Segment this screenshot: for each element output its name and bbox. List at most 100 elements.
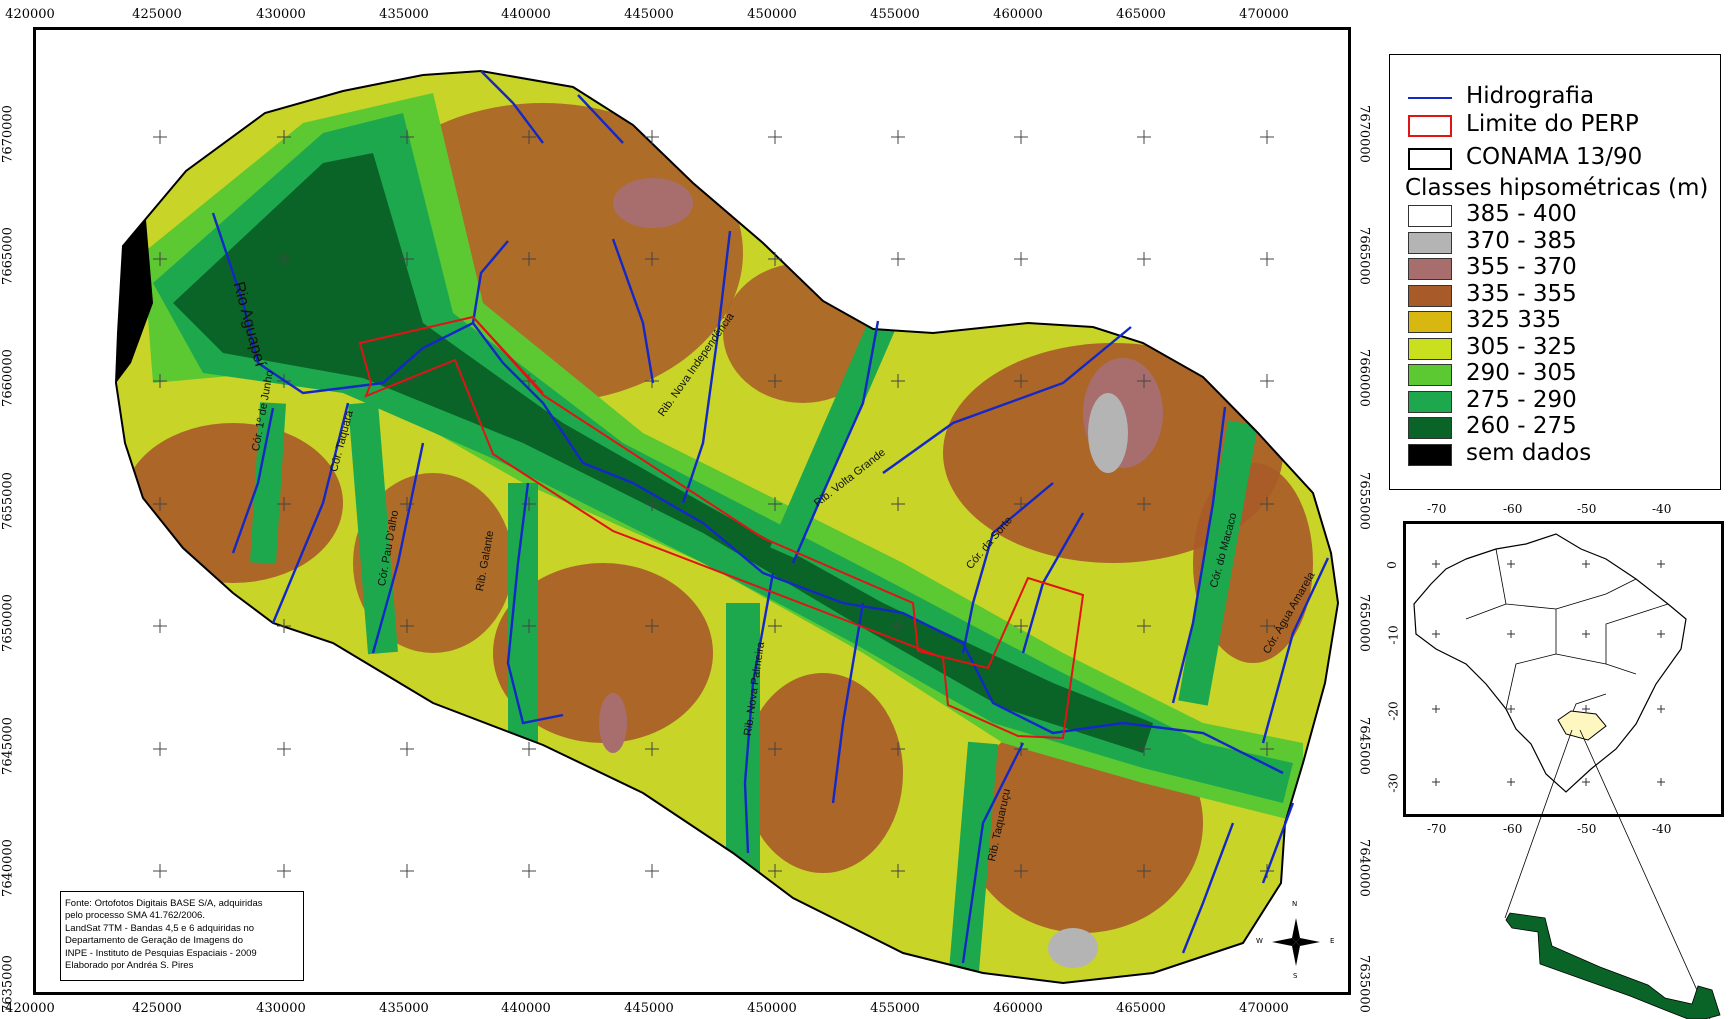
grid-cross <box>768 742 782 756</box>
grid-cross <box>1014 374 1028 388</box>
grid-cross <box>277 864 291 878</box>
grid-cross <box>891 130 905 144</box>
grid-cross <box>522 252 536 266</box>
elevation-map <box>114 69 1340 985</box>
class-label: 335 - 355 <box>1466 280 1577 307</box>
class-label: 370 - 385 <box>1466 227 1577 254</box>
class-label: sem dados <box>1466 439 1592 466</box>
grid-cross <box>891 252 905 266</box>
class-swatch <box>1408 337 1452 360</box>
grid-cross <box>768 864 782 878</box>
compass-w: W <box>1256 937 1263 945</box>
class-label: 290 - 305 <box>1466 360 1577 386</box>
class-swatch <box>1408 231 1452 254</box>
map-frame: Rio Aguapeí Cór. 1º de Junho Cór. Taquar… <box>33 27 1351 995</box>
y-tick-label: 7645000 <box>1356 717 1372 775</box>
source-line: Elaborado por Andréa S. Pires <box>65 960 194 972</box>
y-tick-label: 7655000 <box>1356 472 1372 530</box>
x-tick-label: 455000 <box>870 7 920 22</box>
class-label: 385 - 400 <box>1466 201 1577 227</box>
conama-swatch <box>1408 148 1452 170</box>
grid-cross <box>891 619 905 633</box>
y-tick-label: 7640000 <box>0 839 16 897</box>
legend-classes-title: Classes hipsométricas (m) <box>1405 175 1709 201</box>
y-tick-label: 7660000 <box>0 349 16 407</box>
x-tick-label: 430000 <box>256 1001 306 1016</box>
grid-cross <box>153 252 167 266</box>
source-line: pelo processo SMA 41.762/2006. <box>65 910 205 922</box>
grid-cross <box>1137 742 1151 756</box>
source-line: LandSat 7TM - Bandas 4,5 e 6 adquiridas … <box>65 922 255 934</box>
inset-top-axis: -70 -60 -50 -40 <box>1403 500 1724 520</box>
x-tick-label: 450000 <box>747 7 797 22</box>
inset-x-tick: -60 <box>1503 502 1523 516</box>
x-tick-label: 425000 <box>132 7 182 22</box>
inset-x-tick: -40 <box>1652 822 1672 836</box>
grid-cross <box>1260 619 1274 633</box>
grid-cross <box>1260 130 1274 144</box>
grid-cross <box>768 497 782 511</box>
compass-s: S <box>1293 972 1298 980</box>
class-label: 260 - 275 <box>1466 413 1577 439</box>
grid-cross <box>277 742 291 756</box>
class-swatch <box>1408 364 1452 386</box>
grid-cross <box>153 374 167 388</box>
inset-x-tick: -70 <box>1427 502 1447 516</box>
grid-cross <box>1260 497 1274 511</box>
x-tick-label: 440000 <box>501 1001 551 1016</box>
hydrography <box>211 70 1330 964</box>
grid-cross <box>400 619 414 633</box>
locator-zoom-graphic <box>1504 729 1721 1019</box>
grid-cross <box>522 864 536 878</box>
limite-swatch <box>1408 115 1452 137</box>
grid-cross <box>645 619 659 633</box>
x-tick-label: 420000 <box>5 1001 55 1016</box>
y-tick-label: 7650000 <box>1356 594 1372 652</box>
x-tick-label: 420000 <box>5 7 55 22</box>
x-tick-label: 445000 <box>624 1001 674 1016</box>
source-line: Departamento de Geração de Imagens do <box>65 935 243 947</box>
grid-cross <box>522 742 536 756</box>
brazil-outline-map <box>1413 533 1687 793</box>
grid-cross <box>153 864 167 878</box>
legend-label: Hidrografia <box>1466 83 1595 109</box>
grid-cross <box>1260 742 1274 756</box>
grid-cross <box>1137 374 1151 388</box>
grid-cross <box>891 864 905 878</box>
grid-cross <box>645 497 659 511</box>
x-tick-label: 460000 <box>993 7 1043 22</box>
x-tick-label: 465000 <box>1116 7 1166 22</box>
grid-cross <box>277 619 291 633</box>
y-tick-label: 7635000 <box>0 955 16 1013</box>
inset-y-tick: 0 <box>1384 561 1399 569</box>
x-tick-label: 470000 <box>1239 7 1289 22</box>
grid-cross <box>891 374 905 388</box>
grid-cross <box>277 252 291 266</box>
compass-e: E <box>1330 937 1335 945</box>
compass-rose-icon: N S E W <box>1256 900 1334 980</box>
y-tick-label: 7635000 <box>1356 955 1372 1013</box>
grid-cross <box>400 252 414 266</box>
x-tick-label: 465000 <box>1116 1001 1166 1016</box>
grid-cross <box>645 252 659 266</box>
y-tick-label: 7670000 <box>0 105 16 163</box>
inset-y-tick: -10 <box>1386 625 1401 645</box>
grid-cross <box>1260 252 1274 266</box>
grid-cross <box>1137 130 1151 144</box>
grid-cross <box>277 130 291 144</box>
basin-outline <box>114 69 1340 985</box>
x-tick-label: 430000 <box>256 7 306 22</box>
grid-cross <box>645 742 659 756</box>
grid-cross <box>400 864 414 878</box>
source-line: Fonte: Ortofotos Digitais BASE S/A, adqu… <box>65 898 263 909</box>
inset-x-tick: -50 <box>1577 822 1597 836</box>
class-swatch <box>1408 390 1452 413</box>
x-tick-label: 455000 <box>870 1001 920 1016</box>
x-tick-label: 435000 <box>379 7 429 22</box>
class-label: 355 - 370 <box>1466 254 1577 280</box>
grid-cross <box>153 619 167 633</box>
source-note: Fonte: Ortofotos Digitais BASE S/A, adqu… <box>60 891 304 981</box>
hidro-swatch <box>1408 97 1452 99</box>
class-swatch <box>1408 205 1452 227</box>
class-label: 305 - 325 <box>1466 333 1577 360</box>
